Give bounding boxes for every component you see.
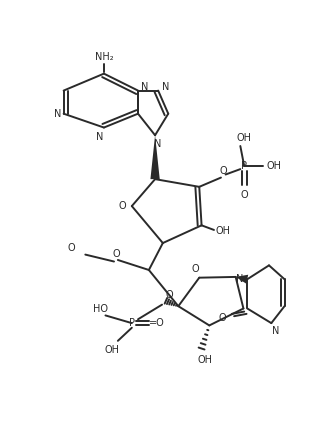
Text: P: P xyxy=(241,161,247,171)
Text: =O: =O xyxy=(149,318,164,328)
Text: N: N xyxy=(141,82,148,92)
Text: N: N xyxy=(154,139,161,149)
Text: N: N xyxy=(236,274,243,284)
Text: N: N xyxy=(272,326,279,336)
Text: O: O xyxy=(192,264,199,274)
Text: O: O xyxy=(68,243,75,253)
Text: O: O xyxy=(219,313,226,323)
Text: OH: OH xyxy=(216,227,231,237)
Text: HO: HO xyxy=(93,304,108,314)
Polygon shape xyxy=(151,135,160,179)
Text: O: O xyxy=(166,289,174,299)
Text: OH: OH xyxy=(105,345,120,355)
Text: P: P xyxy=(129,318,135,328)
Text: N: N xyxy=(96,132,104,142)
Text: O: O xyxy=(240,190,248,200)
Text: N: N xyxy=(54,108,61,118)
Text: OH: OH xyxy=(267,161,282,171)
Text: O: O xyxy=(119,201,126,211)
Text: N: N xyxy=(162,82,170,92)
Text: OH: OH xyxy=(198,355,213,365)
Text: O: O xyxy=(219,166,227,177)
Text: O: O xyxy=(112,249,120,259)
Polygon shape xyxy=(236,275,248,284)
Text: OH: OH xyxy=(237,133,252,143)
Text: NH₂: NH₂ xyxy=(95,52,113,62)
